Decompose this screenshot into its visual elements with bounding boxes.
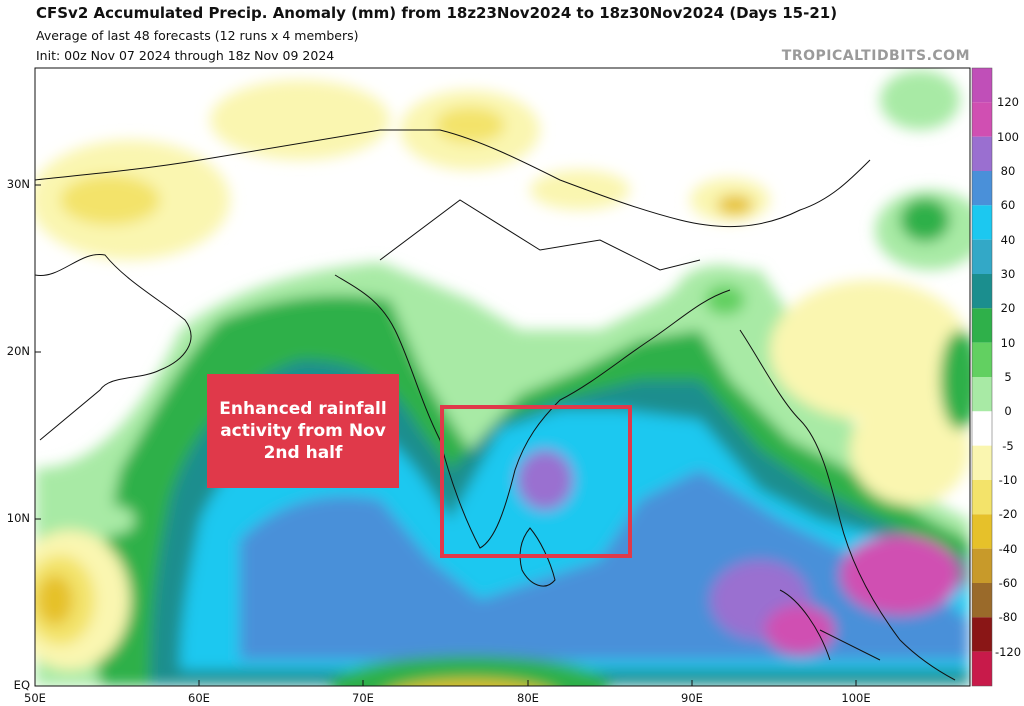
highlight-box [440, 405, 632, 558]
annotation-callout: Enhanced rainfall activity from Nov 2nd … [207, 374, 399, 488]
lon-label-70e: 70E [352, 691, 374, 705]
lat-label-eq: EQ [13, 678, 30, 692]
brand-watermark: TROPICALTIDBITS.COM [781, 48, 970, 64]
lon-label-90e: 90E [681, 691, 703, 705]
colorbar-label: 10 [1000, 335, 1016, 350]
colorbar-segment [972, 102, 992, 137]
colorbar [971, 67, 993, 687]
colorbar-segment [972, 205, 992, 240]
colorbar-label: 60 [1000, 198, 1016, 213]
colorbar-label: -20 [998, 507, 1018, 522]
coastlines [35, 129, 956, 681]
colorbar-segment [972, 583, 992, 618]
colorbar-label: -10 [998, 473, 1018, 487]
colorbar-label: 40 [1000, 232, 1016, 247]
colorbar-segment [972, 480, 992, 515]
map-subtitle: Average of last 48 forecasts (12 runs x … [36, 28, 359, 43]
colorbar-label: 120 [997, 95, 1019, 110]
annotation-text: Enhanced rainfall activity from Nov 2nd … [219, 399, 387, 463]
map-title: CFSv2 Accumulated Precip. Anomaly (mm) f… [36, 4, 838, 22]
lat-label-20n: 20N [6, 344, 30, 358]
colorbar-segment [972, 548, 992, 583]
colorbar-segment [972, 411, 992, 446]
colorbar-label: 80 [1000, 164, 1016, 178]
lon-label-80e: 80E [517, 691, 539, 705]
lat-label-30n: 30N [6, 177, 30, 191]
colorbar-segment [972, 514, 992, 549]
lon-label-100e: 100E [841, 691, 871, 705]
colorbar-label: 5 [1004, 370, 1012, 384]
lon-label-60e: 60E [188, 691, 210, 705]
colorbar-segment [972, 136, 992, 171]
lat-label-10n: 10N [6, 511, 30, 525]
colorbar-segment [972, 171, 992, 206]
colorbar-label: -80 [998, 610, 1018, 625]
colorbar-label: -120 [994, 644, 1022, 659]
colorbar-segment [972, 342, 992, 377]
colorbar-label: 0 [1004, 404, 1012, 419]
colorbar-label: 100 [997, 129, 1019, 144]
colorbar-label: -5 [1002, 438, 1014, 453]
colorbar-label: -60 [998, 576, 1018, 590]
lon-label-50e: 50E [24, 691, 46, 705]
colorbar-segment [972, 445, 992, 480]
colorbar-label: 20 [1000, 301, 1016, 316]
colorbar-segment [972, 68, 992, 103]
colorbar-segment [972, 651, 992, 686]
colorbar-segment [972, 377, 992, 412]
colorbar-segment [972, 617, 992, 652]
colorbar-segment [972, 239, 992, 274]
colorbar-segment [972, 274, 992, 309]
init-info: Init: 00z Nov 07 2024 through 18z Nov 09… [36, 48, 335, 63]
colorbar-segment [972, 308, 992, 343]
colorbar-label: 30 [1000, 267, 1016, 281]
colorbar-label: -40 [998, 541, 1018, 556]
